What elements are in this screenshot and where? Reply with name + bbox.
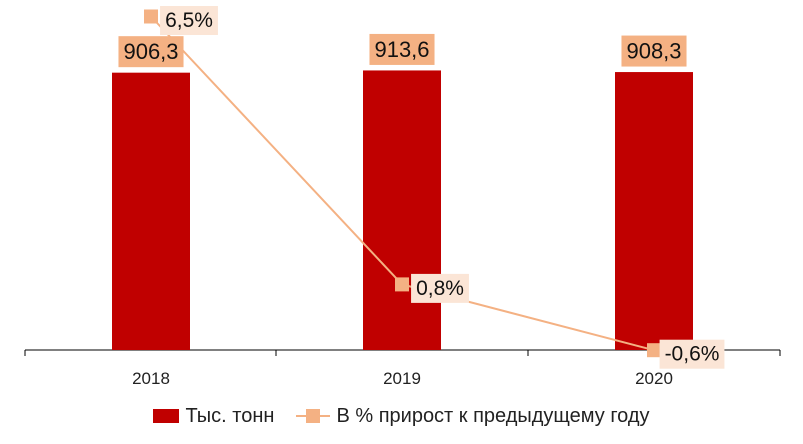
growth-value-label-2018: 6,5% bbox=[160, 6, 218, 35]
legend-swatch-bar bbox=[153, 409, 180, 423]
x-tick-label-2020: 2020 bbox=[635, 369, 673, 388]
bar-value-label-2018-bg bbox=[118, 36, 184, 68]
bar-value-label-2018: 906,3 bbox=[118, 36, 184, 68]
x-tick-label-2019: 2019 bbox=[383, 369, 421, 388]
bar-value-label-2020-bg bbox=[621, 35, 687, 67]
growth-value-label-2020-bg bbox=[659, 339, 725, 369]
growth-value-label-2018-text: 6,5% bbox=[165, 9, 213, 32]
bar-2018 bbox=[112, 72, 190, 350]
growth-value-label-2019: 0,8% bbox=[411, 273, 469, 303]
legend-item-line: В % прирост к предыдущему году bbox=[296, 404, 650, 428]
bar-value-label-2020-text: 908,3 bbox=[626, 39, 681, 64]
legend: Тыс. тонн В % прирост к предыдущему году bbox=[0, 398, 803, 434]
growth-value-label-2020: -0,6% bbox=[659, 339, 725, 369]
bar-value-label-2020: 908,3 bbox=[621, 35, 687, 67]
growth-marker-2018 bbox=[144, 9, 158, 24]
growth-value-label-2019-bg bbox=[411, 273, 469, 303]
bar-value-label-2019-bg bbox=[369, 33, 435, 65]
legend-item-bars: Тыс. тонн bbox=[153, 405, 274, 428]
x-tick-label-2018: 2018 bbox=[132, 369, 170, 388]
growth-value-label-2019-text: 0,8% bbox=[416, 277, 464, 300]
bar-2020 bbox=[615, 72, 693, 350]
legend-label-bars: Тыс. тонн bbox=[185, 404, 275, 427]
legend-swatch-line bbox=[296, 409, 331, 423]
bar-value-label-2019: 913,6 bbox=[369, 33, 435, 65]
growth-value-label-2020-text: -0,6% bbox=[665, 343, 720, 366]
legend-label-line: В % прирост к предыдущему году bbox=[336, 404, 650, 427]
growth-value-label-2018-bg bbox=[160, 6, 218, 35]
growth-marker-2019 bbox=[395, 277, 409, 292]
bar-value-label-2019-text: 913,6 bbox=[374, 37, 429, 62]
growth-marker-2020 bbox=[647, 343, 661, 358]
chart: 906,3 913,6 908,3 6,5% 0,8% -0,6% 2018 2019 202… bbox=[24, 6, 781, 388]
bar-value-label-2018-text: 906,3 bbox=[123, 39, 178, 64]
bar-2019 bbox=[363, 70, 441, 350]
